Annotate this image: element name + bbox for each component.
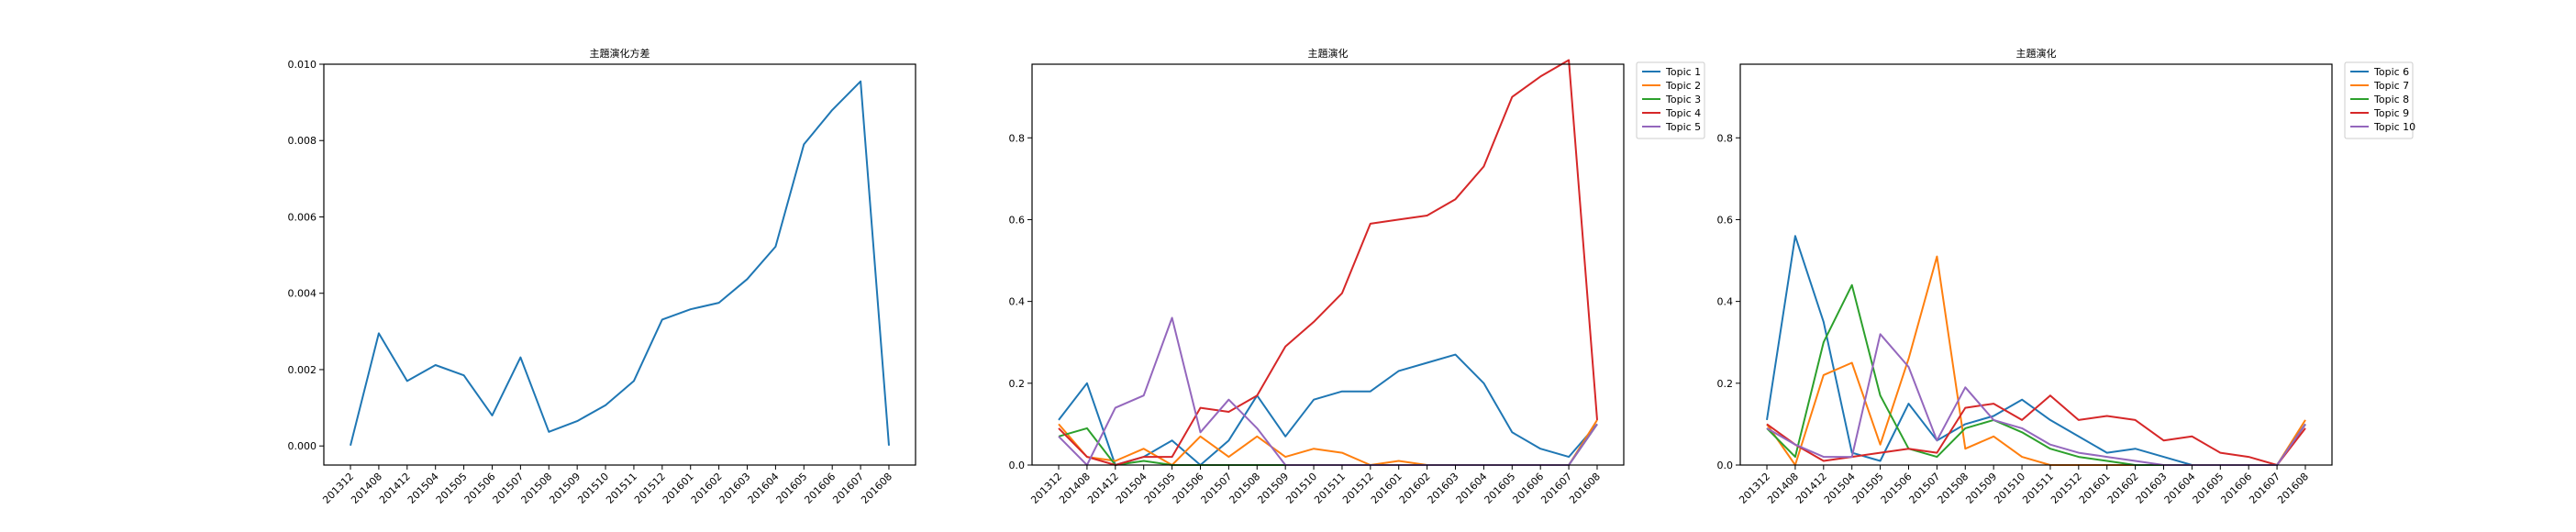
legend-label: Topic 1 xyxy=(1665,66,1701,78)
y-tick-label: 0.4 xyxy=(1009,296,1026,308)
y-tick-label: 0.004 xyxy=(288,288,317,300)
chart-title: 主題演化 xyxy=(2016,47,2057,60)
legend-label: Topic 10 xyxy=(2373,121,2415,133)
y-tick-label: 0.0 xyxy=(1717,460,1734,471)
y-tick-label: 0.4 xyxy=(1717,296,1734,308)
series-line-1 xyxy=(1766,235,2306,466)
y-tick-label: 0.6 xyxy=(1009,214,1026,226)
y-tick-label: 0.8 xyxy=(1717,132,1734,144)
chart-title: 主題演化 xyxy=(1308,47,1349,60)
y-tick-label: 0.002 xyxy=(288,364,317,376)
series-line-3 xyxy=(1766,283,2306,466)
y-tick-label: 0.2 xyxy=(1717,378,1734,390)
chart-panel-3: 主題演化0.00.20.40.60.8201312201408201412201… xyxy=(1717,47,2416,506)
chart-panel-2: 主題演化0.00.20.40.60.8201312201408201412201… xyxy=(1009,47,1705,506)
legend-label: Topic 3 xyxy=(1665,94,1701,105)
series-line-4 xyxy=(1766,394,2306,466)
plot-frame xyxy=(323,63,916,466)
chart-title: 主題演化方差 xyxy=(590,47,650,60)
legend-label: Topic 5 xyxy=(1665,121,1701,133)
legend-label: Topic 7 xyxy=(2373,80,2409,92)
y-tick-label: 0.6 xyxy=(1717,214,1734,226)
legend: Topic 1 Topic 2 Topic 3 Topic 4 Topic 5 xyxy=(1636,61,1705,139)
series-line-5 xyxy=(1058,316,1598,466)
y-tick-label: 0.006 xyxy=(288,211,317,223)
x-tick-label: 201608 xyxy=(859,471,894,506)
y-tick-label: 0.2 xyxy=(1009,378,1026,390)
legend-box xyxy=(1636,61,1705,139)
legend-label: Topic 2 xyxy=(1665,80,1701,92)
series-line-4 xyxy=(1058,59,1598,466)
legend-label: Topic 8 xyxy=(2373,94,2409,105)
y-tick-label: 0.000 xyxy=(288,440,317,452)
legend-label: Topic 6 xyxy=(2373,66,2409,78)
legend-label: Topic 4 xyxy=(1665,107,1701,119)
series-line-1 xyxy=(1058,353,1598,466)
x-tick-label: 201608 xyxy=(1567,471,1603,506)
y-tick-label: 0.010 xyxy=(288,59,317,71)
y-tick-label: 0.008 xyxy=(288,135,317,147)
plot-frame xyxy=(1739,63,2333,466)
plot-frame xyxy=(1031,63,1625,466)
legend-box xyxy=(2344,61,2414,139)
series-line-1 xyxy=(350,80,890,447)
legend-label: Topic 9 xyxy=(2373,107,2409,119)
y-tick-label: 0.8 xyxy=(1009,132,1026,144)
legend: Topic 6 Topic 7 Topic 8 Topic 9 Topic 10 xyxy=(2344,61,2415,139)
y-tick-label: 0.0 xyxy=(1009,460,1026,471)
series-line-5 xyxy=(1766,333,2306,466)
chart-panel-1: 主題演化方差0.0000.0020.0040.0060.0080.0102013… xyxy=(288,47,916,506)
x-tick-label: 201608 xyxy=(2275,471,2311,506)
